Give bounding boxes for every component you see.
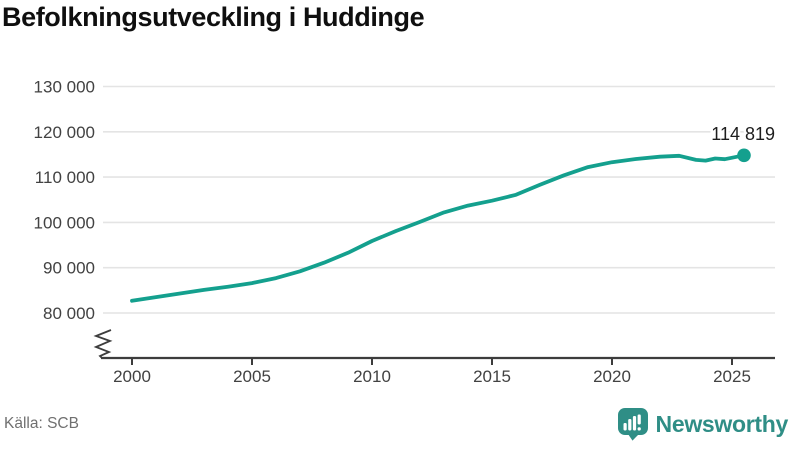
y-tick-label: 120 000 (34, 123, 95, 142)
x-tick-label: 2020 (593, 367, 631, 386)
y-tick-label: 110 000 (35, 168, 95, 187)
x-tick-label: 2025 (713, 367, 751, 386)
chart-footer: Källa: SCB Newsworthy (0, 404, 800, 450)
newsworthy-wordmark: Newsworthy (655, 410, 789, 437)
x-tick-label: 2010 (353, 367, 391, 386)
population-line (130, 153, 746, 303)
y-tick-label: 100 000 (34, 213, 95, 232)
y-tick-label: 130 000 (34, 78, 95, 97)
newsworthy-logo: Newsworthy (617, 407, 788, 441)
x-tick-label: 2005 (233, 367, 271, 386)
chart-title: Befolkningsutveckling i Huddinge (2, 2, 425, 32)
latest-value-label: 114 819 (711, 124, 775, 144)
source-label: Källa: SCB (4, 415, 79, 432)
y-tick-label: 80 000 (43, 304, 95, 323)
x-tick-label: 2000 (113, 367, 151, 386)
y-tick-label: 90 000 (43, 259, 95, 278)
x-tick-label: 2015 (473, 367, 511, 386)
latest-point-dot (737, 148, 751, 163)
axis-break-icon (93, 329, 113, 359)
newsworthy-logo-icon (617, 408, 648, 441)
